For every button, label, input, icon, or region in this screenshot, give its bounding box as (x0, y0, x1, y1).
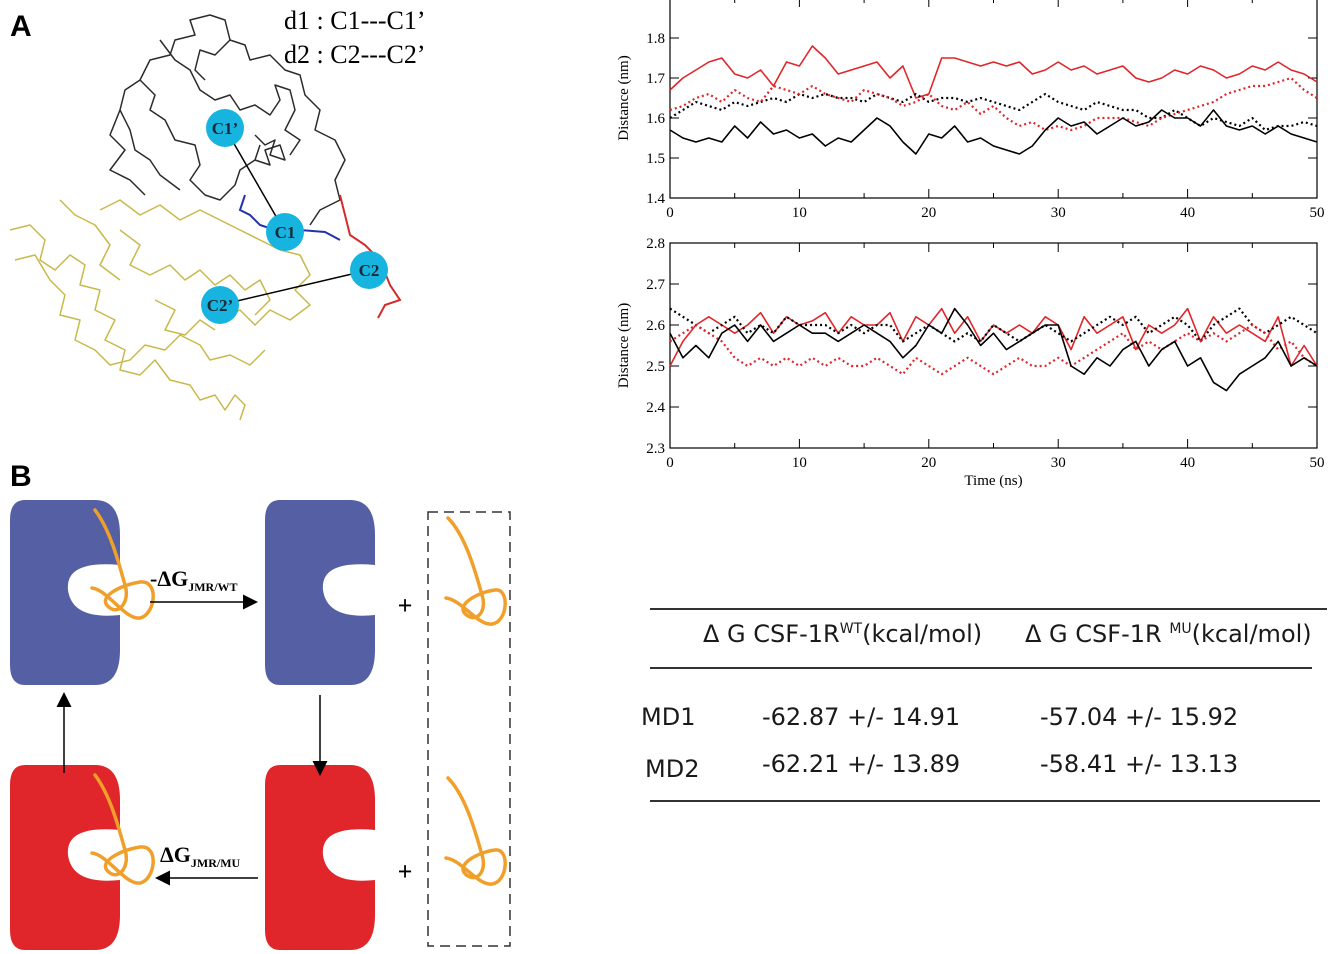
chart1-xtick-label: 30 (1051, 205, 1066, 221)
mu-receptor-free (265, 765, 375, 950)
chart2-ylabel: Distance (nm) (616, 303, 632, 388)
chart2-xtick-label: 40 (1180, 455, 1195, 471)
chart1-ytick-label: 1.8 (646, 31, 665, 47)
chart1-ytick-label: 1.4 (646, 191, 665, 207)
chart2-xlabel: Time (ns) (964, 473, 1022, 489)
table-header-mu: Δ G CSF-1R MU(kcal/mol) (1025, 620, 1312, 648)
chart2-xtick-label: 20 (921, 455, 936, 471)
chart2-ytick-label: 2.4 (646, 400, 665, 416)
chart1-series-4 (669, 109, 1318, 155)
table-top-rule (650, 608, 1327, 610)
row1-wt: -62.87 +/- 14.91 (762, 703, 961, 731)
table-header-wt: Δ G CSF-1RWT(kcal/mol) (703, 620, 983, 648)
distance-charts: 0 10 20 30 40 50 1.4 1.5 1.6 1.7 1.8 Distance (nm) 0… (616, 0, 1325, 489)
chart2-ytick-label: 2.3 (646, 441, 665, 457)
legend-d2: d2 : C2---C2’ (284, 40, 426, 69)
thermodynamic-cycle: + + -ΔGJMR/WT ΔGJMR/MU (10, 500, 511, 950)
panel-a-letter: A (10, 10, 32, 43)
row1-label: MD1 (641, 703, 696, 731)
chart1-ytick-label: 1.7 (646, 71, 665, 87)
chart2-ytick-label: 2.5 (646, 359, 665, 375)
chart2-ytick-label: 2.6 (646, 318, 665, 334)
chart2-series-4 (669, 307, 1318, 392)
wt-receptor-free (265, 500, 375, 685)
legend-d1: d1 : C1---C1’ (284, 6, 426, 35)
dg-wt-label: -ΔGJMR/WT (150, 566, 238, 594)
distance-legend: d1 : C1---C1’ d2 : C2---C2’ (284, 4, 426, 72)
chart1-ylabel: Distance (nm) (616, 55, 632, 140)
chart1-ytick-label: 1.6 (646, 111, 665, 127)
chart1-xtick-label: 10 (792, 205, 807, 221)
chart1-xtick-label: 40 (1180, 205, 1195, 221)
mu-complex (10, 765, 155, 950)
marker-c1prime: C1’ (206, 109, 244, 147)
svg-text:C1: C1 (275, 223, 296, 242)
marker-c2prime: C2’ (201, 286, 239, 324)
chart2-series-2 (669, 307, 1318, 343)
chart2-series-3 (669, 323, 1318, 376)
chart2-ytick-label: 2.7 (646, 277, 665, 293)
plus-top: + (398, 591, 413, 620)
chart2-series-1 (669, 307, 1318, 367)
row1-mu: -57.04 +/- 15.92 (1040, 703, 1239, 731)
chart2-xtick-label: 30 (1051, 455, 1066, 471)
free-peptide-bottom (444, 776, 507, 886)
receptor-backbone (109, 14, 346, 226)
plus-bottom: + (398, 857, 413, 886)
svg-text:C2: C2 (359, 261, 380, 280)
chart1-xtick-label: 0 (666, 205, 674, 221)
protein-structure: C1’ C1 C2 C2’ (9, 14, 402, 421)
marker-c2: C2 (350, 251, 388, 289)
marker-c1: C1 (266, 213, 304, 251)
chart2-xtick-label: 10 (792, 455, 807, 471)
svg-text:C2’: C2’ (207, 296, 233, 315)
chart2-xtick-label: 0 (666, 455, 674, 471)
chart2-ytick-label: 2.8 (646, 236, 665, 252)
row2-mu: -58.41 +/- 13.13 (1040, 750, 1239, 778)
chart1-series-1 (669, 45, 1318, 99)
free-peptide-top (444, 516, 507, 626)
dg-mu-label: ΔGJMR/MU (160, 842, 241, 870)
chart1-xtick-label: 20 (921, 205, 936, 221)
row2-wt: -62.21 +/- 13.89 (762, 750, 961, 778)
wt-complex (10, 500, 155, 685)
chart2-xtick-label: 50 (1310, 455, 1325, 471)
chart1-ytick-label: 1.5 (646, 151, 665, 167)
chart1-xtick-label: 50 (1310, 205, 1325, 221)
chart2-frame (669, 242, 1318, 449)
table-bottom-rule (650, 800, 1320, 802)
chart1-series-3 (669, 76, 1318, 132)
jmr-backbone (9, 199, 311, 421)
panel-b-letter: B (10, 460, 32, 493)
d2-line (219, 269, 370, 306)
d1-line (224, 127, 286, 233)
svg-text:C1’: C1’ (212, 119, 238, 138)
row2-label: MD2 (645, 755, 700, 783)
free-peptide-box (427, 511, 511, 947)
chart1-series-2 (669, 92, 1318, 132)
table-mid-rule (650, 667, 1312, 669)
